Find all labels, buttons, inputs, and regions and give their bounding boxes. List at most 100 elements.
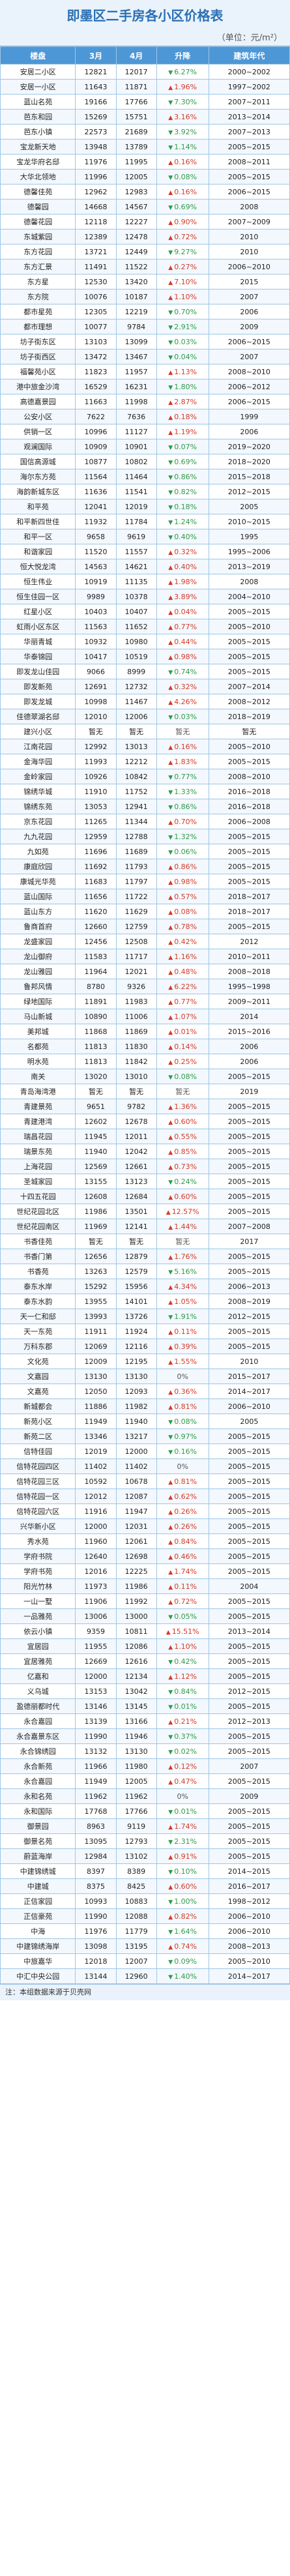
march-price: 12669 <box>75 1653 117 1669</box>
change-value: 0% <box>177 1372 188 1381</box>
april-price: 13000 <box>115 1608 157 1624</box>
table-row: 永合锦绣园 13132 13130 ▼ 0.02% 2005~2015 <box>0 1743 290 1759</box>
estate-name: 宝龙华府名邸 <box>0 154 76 170</box>
arrow-up-icon: ▲ <box>168 579 173 586</box>
build-year: 2008~2010 <box>208 364 290 379</box>
april-price: 暂无 <box>115 1234 157 1249</box>
table-row: 名都苑 11813 11830 ▲ 0.14% 2006 <box>0 1039 290 1054</box>
march-price: 13721 <box>75 244 117 259</box>
arrow-up-icon: ▲ <box>168 1824 173 1831</box>
price-table-page: 即墨区二手房各小区价格表 （单位：元/m²） 楼盘 3月 4月 升降 建筑年代 … <box>0 0 290 2000</box>
table-row: 都市理想 10077 9784 ▼ 2.91% 2009 <box>0 319 290 334</box>
april-price: 11957 <box>115 364 157 379</box>
table-row: 依云小镇 9359 10811 ▲ 15.51% 2013~2014 <box>0 1623 290 1639</box>
arrow-up-icon: ▲ <box>168 879 173 886</box>
change-value: 0.11% <box>174 1327 197 1336</box>
change-value: 0.90% <box>174 217 197 226</box>
build-year: 2008~2013 <box>208 1938 290 1954</box>
price-change: ▼ 0.08% <box>156 1414 209 1429</box>
estate-name: 永合新苑 <box>0 1758 76 1774</box>
price-change: ▼ 0.10% <box>156 1863 209 1879</box>
price-change: ▼ 0.01% <box>156 1803 209 1819</box>
change-value: 1.10% <box>174 1642 197 1651</box>
price-change: ▲ 0.48% <box>156 964 209 979</box>
march-price: 22573 <box>75 124 117 140</box>
build-year: 2005~2015 <box>208 1533 290 1549</box>
change-value: 0.86% <box>174 472 197 481</box>
price-change: ▲ 1.05% <box>156 1294 209 1309</box>
price-change: ▲ 1.76% <box>156 1249 209 1264</box>
march-price: 13472 <box>75 349 117 364</box>
build-year: 2006~2010 <box>208 259 290 274</box>
arrow-down-icon: ▼ <box>168 1974 173 1981</box>
estate-name: 大华北领地 <box>0 169 76 185</box>
arrow-up-icon: ▲ <box>168 1104 173 1111</box>
estate-name: 学府书院 <box>0 1548 76 1564</box>
price-change: ▼ 1.64% <box>156 1923 209 1939</box>
price-change: ▼ 0.03% <box>156 334 209 349</box>
april-price: 12793 <box>115 1833 157 1849</box>
march-price: 10403 <box>75 604 117 619</box>
table-row: 安居一小区 11643 11871 ▲ 1.96% 1997~2002 <box>0 79 290 95</box>
build-year: 2005~2015 <box>208 1698 290 1714</box>
build-year: 2005 <box>208 499 290 514</box>
table-row: 中汇中央公园 13144 12960 ▼ 1.40% 2014~2017 <box>0 1968 290 1984</box>
price-change: ▲ 1.19% <box>156 424 209 439</box>
april-price: 12579 <box>115 1264 157 1279</box>
estate-name: 都市星苑 <box>0 304 76 319</box>
march-price: 13139 <box>75 1713 117 1729</box>
build-year: 2014~2017 <box>208 1384 290 1399</box>
april-price: 13145 <box>115 1698 157 1714</box>
build-year: 2010 <box>208 229 290 244</box>
table-row: 即发龙山佳园 9066 8999 ▼ 0.74% 2005~2015 <box>0 664 290 679</box>
estate-name: 龙盛家园 <box>0 934 76 949</box>
unit-label: （单位：元/m²） <box>0 31 290 46</box>
price-change: ▲ 1.13% <box>156 364 209 379</box>
build-year: 2012~2015 <box>208 1683 290 1699</box>
table-row: 华泰锦园 10417 10519 ▲ 0.98% 2005~2015 <box>0 649 290 664</box>
build-year: 2010 <box>208 1354 290 1369</box>
estate-name: 永合嘉景东区 <box>0 1728 76 1744</box>
april-price: 10980 <box>115 634 157 649</box>
april-price: 8999 <box>115 664 157 679</box>
estate-name: 港中旅金沙湾 <box>0 379 76 394</box>
estate-name: 新苑小区 <box>0 1414 76 1429</box>
table-row: 龙山御府 11583 11717 ▲ 1.16% 2010~2011 <box>0 949 290 964</box>
arrow-up-icon: ▲ <box>168 1914 173 1921</box>
change-value: 0.74% <box>174 667 197 676</box>
price-change: ▲ 0.82% <box>156 1908 209 1924</box>
arrow-up-icon: ▲ <box>168 1524 173 1531</box>
estate-name: 一山一墅 <box>0 1593 76 1609</box>
estate-name: 信特花园一区 <box>0 1488 76 1504</box>
price-change: ▼ 0.18% <box>156 499 209 514</box>
table-row: 德馨花园 12118 12227 ▲ 0.90% 2007~2009 <box>0 214 290 229</box>
price-change: ▲ 1.96% <box>156 79 209 95</box>
build-year: 2005~2015 <box>208 1264 290 1279</box>
april-price: 11717 <box>115 949 157 964</box>
table-row: 九九花园 12959 12788 ▼ 1.32% 2005~2015 <box>0 829 290 844</box>
arrow-up-icon: ▲ <box>168 609 173 616</box>
change-value: 0.11% <box>174 1582 197 1591</box>
change-value: 0.18% <box>174 412 197 421</box>
april-price: 12116 <box>115 1339 157 1354</box>
build-year: 2005~2015 <box>208 1743 290 1759</box>
march-price: 12962 <box>75 184 117 200</box>
arrow-up-icon: ▲ <box>168 909 173 916</box>
arrow-up-icon: ▲ <box>168 1944 173 1951</box>
change-value: 1.07% <box>174 1012 197 1021</box>
april-price: 12478 <box>115 229 157 244</box>
march-price: 12016 <box>75 1563 117 1579</box>
april-price: 12006 <box>115 709 157 724</box>
build-year: 2007~2013 <box>208 124 290 140</box>
april-price: 暂无 <box>115 724 157 739</box>
table-row: 金海华园 11993 12212 ▲ 1.83% 2005~2015 <box>0 754 290 769</box>
build-year: 2005~2010 <box>208 619 290 634</box>
table-row: 信特花园四区 11402 11402 0% 2005~2015 <box>0 1458 290 1474</box>
estate-name: 亿嘉和 <box>0 1668 76 1684</box>
april-price: 17766 <box>115 94 157 110</box>
price-change: ▲ 0.44% <box>156 634 209 649</box>
arrow-up-icon: ▲ <box>168 999 173 1006</box>
march-price: 11932 <box>75 514 117 529</box>
price-change: ▼ 1.80% <box>156 379 209 394</box>
table-row: 和平一区 9658 9619 ▼ 0.40% 1995 <box>0 529 290 544</box>
